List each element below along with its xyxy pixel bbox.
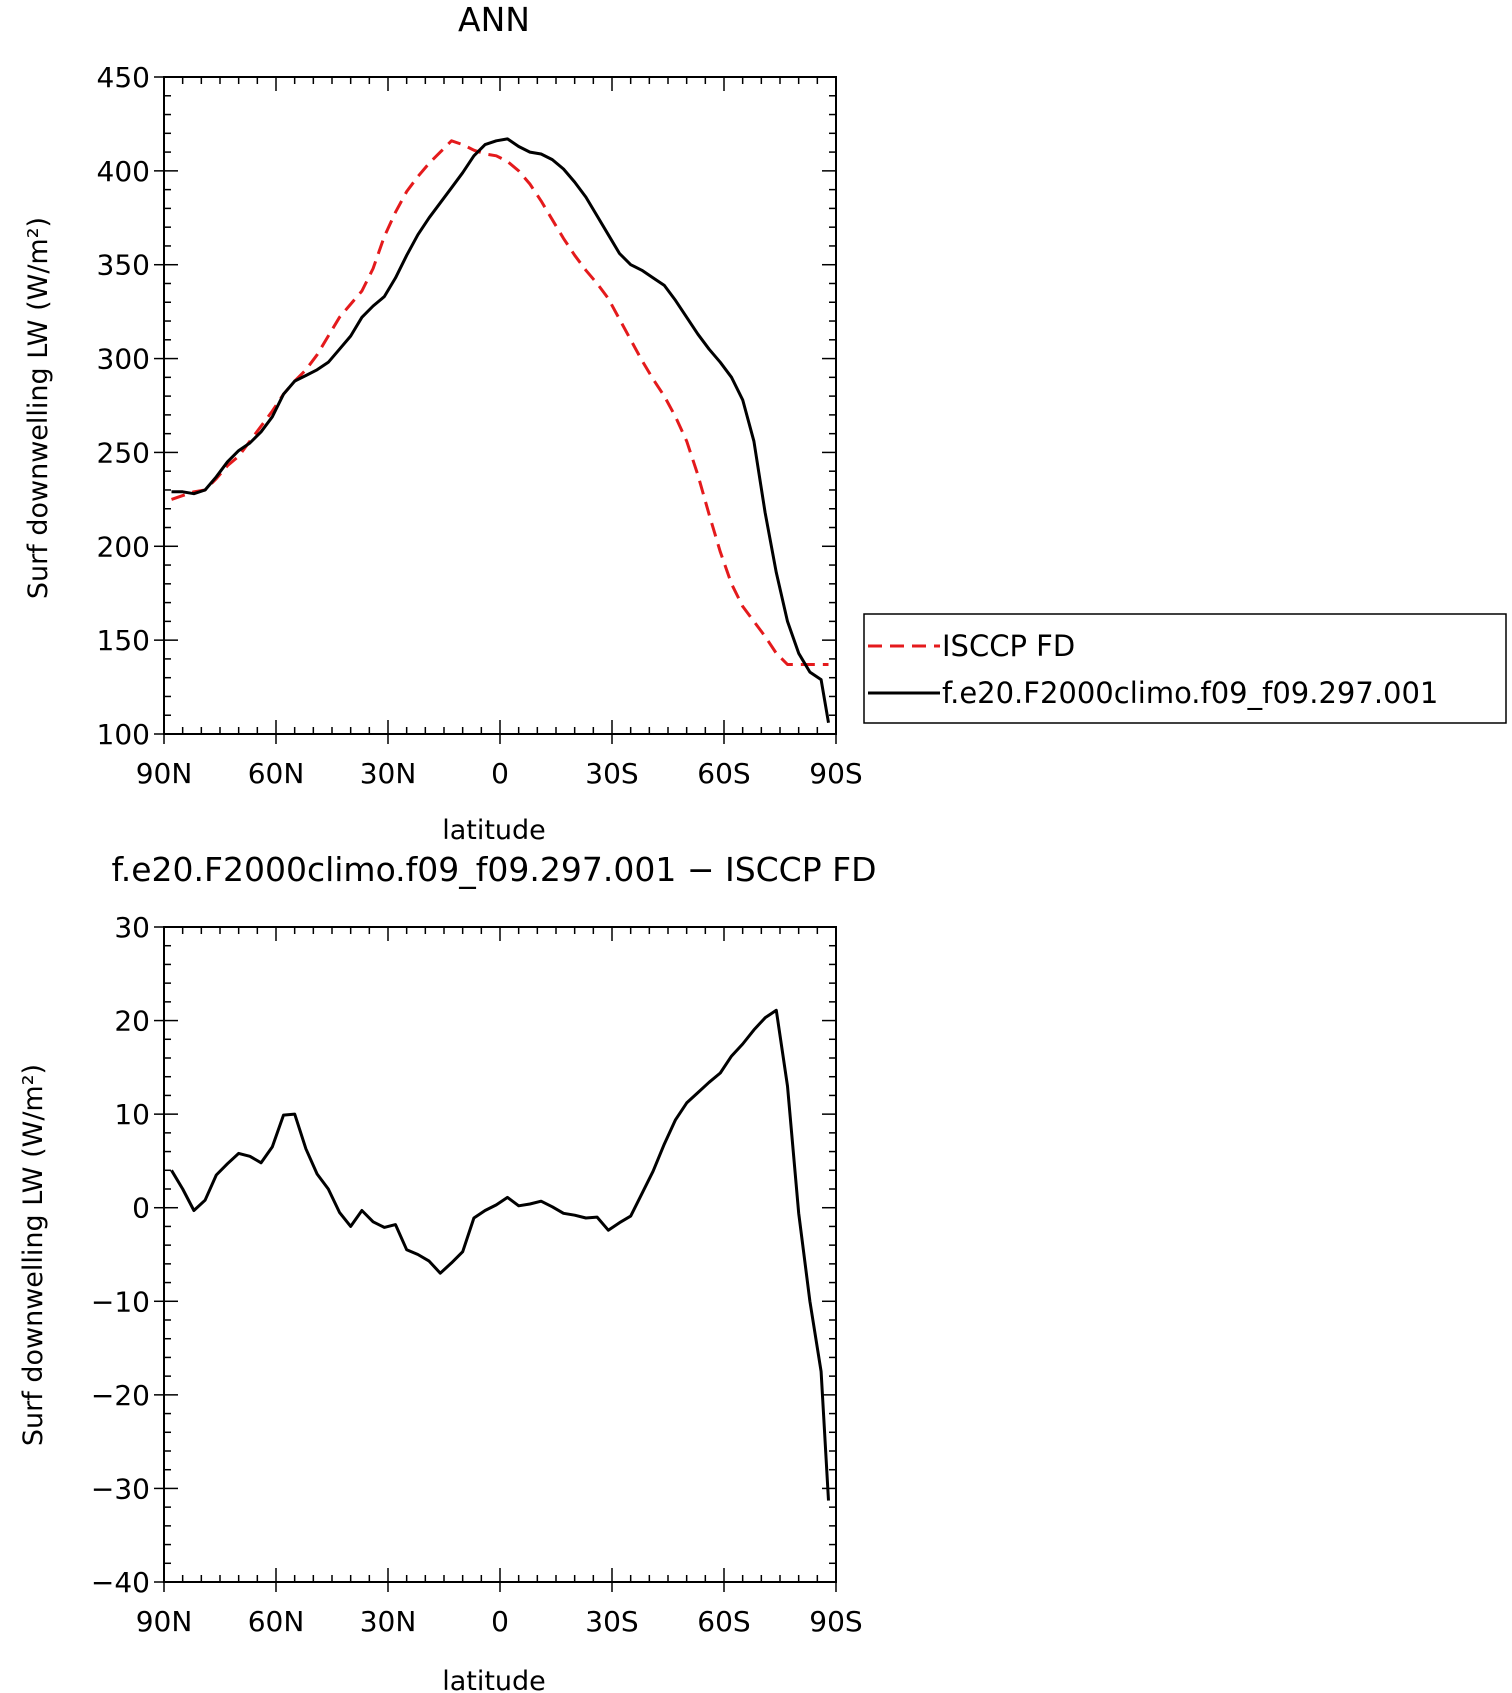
x-tick-label: 30N xyxy=(360,757,417,790)
x-tick-label: 30S xyxy=(585,1605,638,1638)
y-tick-label: 0 xyxy=(132,1192,150,1225)
chart-title: f.e20.F2000climo.f09_f09.297.001 − ISCCP… xyxy=(111,850,876,889)
y-tick-label: −10 xyxy=(91,1285,150,1318)
y-tick-label: 10 xyxy=(114,1098,150,1131)
y-axis-label: Surf downwelling LW (W/m²) xyxy=(18,1064,49,1446)
x-axis-label: latitude xyxy=(442,1666,546,1693)
x-tick-label: 30N xyxy=(360,1605,417,1638)
legend: ISCCP FD f.e20.F2000climo.f09_f09.297.00… xyxy=(863,613,1507,724)
y-tick-label: 450 xyxy=(97,61,150,94)
legend-entry-isccp: ISCCP FD xyxy=(942,629,1075,663)
series-line-model xyxy=(171,137,830,723)
y-tick-label: 150 xyxy=(97,624,150,657)
y-tick-label: 200 xyxy=(97,530,150,563)
x-tick-label: 90N xyxy=(136,1605,193,1638)
x-axis-label: latitude xyxy=(442,815,546,846)
x-tick-label: 90S xyxy=(809,757,862,790)
y-tick-label: 400 xyxy=(97,155,150,188)
plot-frame xyxy=(163,926,837,1583)
x-tick-label: 90N xyxy=(136,757,193,790)
x-tick-label: 60S xyxy=(697,1605,750,1638)
y-tick-label: −30 xyxy=(91,1472,150,1505)
y-tick-label: 20 xyxy=(114,1005,150,1038)
chart-title: ANN xyxy=(458,0,530,39)
chart-annual-mean: ANN 90N 60N 30N 0 30S 60S 90S 100 150 200 250 300 35… xyxy=(23,0,863,846)
legend-entry-model: f.e20.F2000climo.f09_f09.297.001 xyxy=(942,676,1438,710)
x-tick-label: 60N xyxy=(248,757,305,790)
y-tick-label: 30 xyxy=(114,911,150,944)
plot-frame xyxy=(163,76,837,735)
x-tick-label: 0 xyxy=(491,1605,509,1638)
series-line-isccp xyxy=(171,139,829,666)
x-tick-label: 60N xyxy=(248,1605,305,1638)
legend-box xyxy=(863,613,1507,724)
y-axis-label: Surf downwelling LW (W/m²) xyxy=(23,217,54,599)
x-tick-label: 60S xyxy=(697,757,750,790)
x-tick-label: 0 xyxy=(491,757,509,790)
y-tick-label: 300 xyxy=(97,343,150,376)
y-tick-label: −40 xyxy=(91,1566,150,1599)
chart-difference: f.e20.F2000climo.f09_f09.297.001 − ISCCP… xyxy=(18,850,877,1693)
y-tick-label: −20 xyxy=(91,1379,150,1412)
y-tick-label: 350 xyxy=(97,249,150,282)
y-tick-label: 100 xyxy=(97,718,150,751)
x-tick-label: 30S xyxy=(585,757,638,790)
x-tick-label: 90S xyxy=(809,1605,862,1638)
series-line-model xyxy=(170,1008,830,1501)
y-tick-label: 250 xyxy=(97,436,150,469)
